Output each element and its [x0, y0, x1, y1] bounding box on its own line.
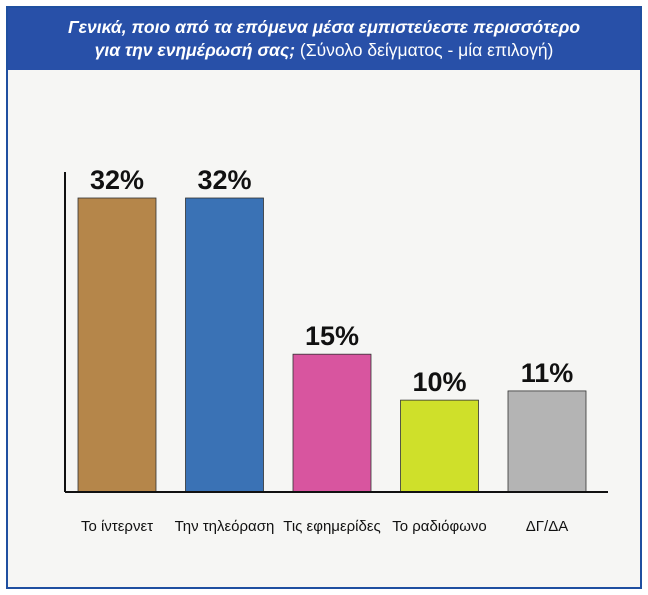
value-label-5: 11% — [521, 358, 574, 388]
value-label-4: 10% — [412, 367, 466, 397]
category-label-3: Τις εφημερίδες — [283, 518, 381, 535]
category-label-2: Την τηλεόραση — [175, 518, 275, 535]
category-label-4: Το ραδιόφωνο — [392, 518, 487, 535]
bar-2 — [185, 197, 264, 493]
title-line-2: για την ενημέρωσή σας; (Σύνολο δείγματος… — [8, 39, 640, 62]
value-label-3: 15% — [305, 321, 359, 351]
category-label-5: ΔΓ/ΔΑ — [526, 518, 568, 535]
title-line-2-bold: για την ενημέρωσή σας; — [94, 40, 296, 60]
value-label-2: 32% — [197, 165, 251, 195]
chart-header: Γενικά, ποιο από τα επόμενα μέσα εμπιστε… — [8, 8, 640, 70]
category-label-1: Το ίντερνετ — [81, 518, 153, 535]
bar-5 — [507, 390, 587, 493]
title-line-2-rest: (Σύνολο δείγματος - μία επιλογή) — [295, 40, 554, 60]
title-line-1-text: Γενικά, ποιο από τα επόμενα μέσα εμπιστε… — [67, 17, 581, 37]
value-label-1: 32% — [90, 165, 144, 195]
title-line-1: Γενικά, ποιο από τα επόμενα μέσα εμπιστε… — [8, 16, 640, 39]
bar-1 — [77, 197, 157, 493]
bar-3 — [292, 353, 372, 493]
bar-4 — [400, 399, 479, 493]
